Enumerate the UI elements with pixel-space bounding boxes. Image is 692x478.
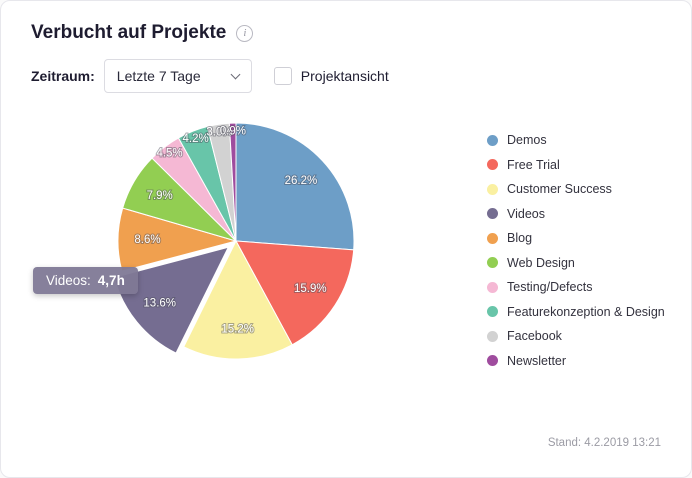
chart-legend: Demos Free Trial Customer Success Videos Blo… (487, 133, 665, 378)
pie-percent-label: 26.2% (285, 175, 318, 187)
filter-controls: Zeitraum: Letzte 7 Tage Projektansicht (31, 59, 389, 93)
projektansicht-checkbox[interactable] (273, 67, 292, 85)
zeitraum-selected-value: Letzte 7 Tage (116, 68, 201, 84)
pie-percent-label: 15.9% (294, 283, 327, 295)
legend-label: Newsletter (507, 353, 567, 368)
legend-color-dot (487, 281, 498, 293)
stand-timestamp: Stand: 4.2.2019 13:21 (547, 437, 661, 449)
legend-item-testing-defects[interactable]: Testing/Defects (487, 280, 665, 294)
legend-item-demos[interactable]: Demos (487, 133, 665, 147)
legend-item-facebook[interactable]: Facebook (487, 329, 665, 343)
legend-item-customer-success[interactable]: Customer Success (487, 182, 665, 196)
tooltip-label: Videos: (46, 273, 91, 288)
legend-color-dot (487, 208, 498, 219)
legend-color-dot (487, 257, 498, 268)
pie-percent-label: 0.9% (220, 125, 246, 137)
pie-slice-newsletter[interactable] (228, 122, 237, 242)
pie-percent-label: 4.2% (182, 133, 208, 145)
pie-percent-label: 7.9% (147, 190, 173, 202)
legend-item-web-design[interactable]: Web Design (487, 256, 665, 270)
legend-label: Customer Success (507, 182, 612, 196)
legend-color-dot (487, 306, 498, 317)
legend-label: Featurekonzeption & Design (507, 304, 665, 319)
pie-percent-label: 3.0% (206, 127, 232, 139)
zeitraum-select[interactable]: Letzte 7 Tage (103, 59, 252, 93)
pie-percent-label: 15.2% (221, 323, 254, 335)
legend-color-dot (487, 134, 498, 146)
pie-percent-label: 4.5% (156, 148, 182, 160)
legend-label: Videos (507, 206, 545, 221)
pie-percent-label: 8.6% (134, 234, 160, 246)
legend-color-dot (487, 330, 498, 342)
legend-label: Web Design (507, 255, 575, 270)
legend-item-blog[interactable]: Blog (487, 231, 665, 245)
legend-color-dot (487, 159, 498, 170)
legend-color-dot (487, 355, 498, 366)
legend-label: Testing/Defects (507, 280, 593, 294)
pie-percent-label: 13.6% (143, 297, 176, 309)
pie-slice-demos[interactable] (235, 122, 355, 251)
chart-tooltip: Videos: 4,7h (33, 267, 138, 294)
legend-item-free-trial[interactable]: Free Trial (487, 158, 665, 172)
info-icon[interactable]: i (236, 24, 254, 42)
zeitraum-label: Zeitraum: (31, 68, 95, 84)
legend-item-newsletter[interactable]: Newsletter (487, 354, 665, 368)
legend-color-dot (487, 232, 498, 244)
tooltip-value: 4,7h (97, 273, 125, 288)
legend-label: Demos (507, 133, 547, 147)
pie-slice-free-trial[interactable] (235, 240, 355, 346)
card-header: Verbucht auf Projekte i (31, 22, 254, 44)
legend-label: Facebook (507, 329, 562, 343)
legend-label: Blog (507, 231, 533, 245)
legend-item-videos[interactable]: Videos (487, 207, 665, 221)
legend-item-featurekonzeption-design[interactable]: Featurekonzeption & Design (487, 305, 665, 319)
projektansicht-label[interactable]: Projektansicht (300, 68, 389, 84)
legend-label: Free Trial (507, 157, 560, 172)
legend-color-dot (487, 183, 498, 195)
page-title: Verbucht auf Projekte (31, 22, 227, 43)
pie-slice-customer-success[interactable] (183, 239, 293, 360)
